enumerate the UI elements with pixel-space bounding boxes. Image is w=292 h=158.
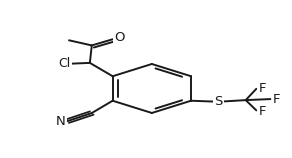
Text: S: S	[214, 95, 223, 108]
Text: Cl: Cl	[58, 57, 71, 70]
Text: F: F	[258, 105, 266, 118]
Text: F: F	[273, 93, 281, 106]
Text: O: O	[114, 31, 124, 45]
Text: N: N	[56, 115, 65, 128]
Text: F: F	[258, 82, 266, 94]
